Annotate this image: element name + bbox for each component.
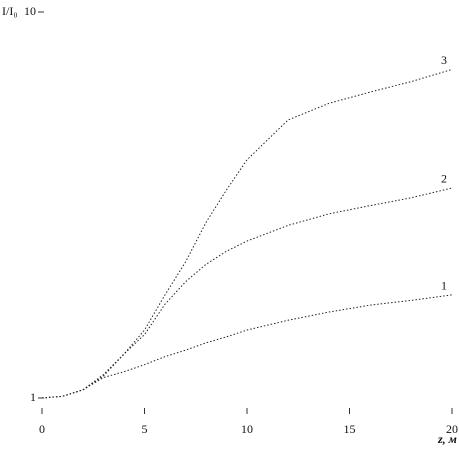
x-tick-label: 20 — [446, 422, 458, 436]
x-tick-label: 0 — [39, 422, 45, 436]
x-axis-label: z, м — [437, 432, 457, 446]
y-tick-label: 10 — [24, 4, 36, 18]
series-line — [41, 294, 453, 399]
y-axis-label: I/I₀ — [2, 4, 18, 18]
series-line — [41, 68, 453, 399]
y-tick-label: 1 — [30, 390, 36, 404]
x-tick-label: 5 — [142, 422, 148, 436]
series-label: 3 — [441, 53, 447, 67]
x-tick-label: 10 — [241, 422, 253, 436]
x-tick-label: 15 — [344, 422, 356, 436]
series-label: 1 — [441, 279, 447, 293]
series-label: 2 — [441, 172, 447, 186]
series-line — [41, 187, 453, 399]
